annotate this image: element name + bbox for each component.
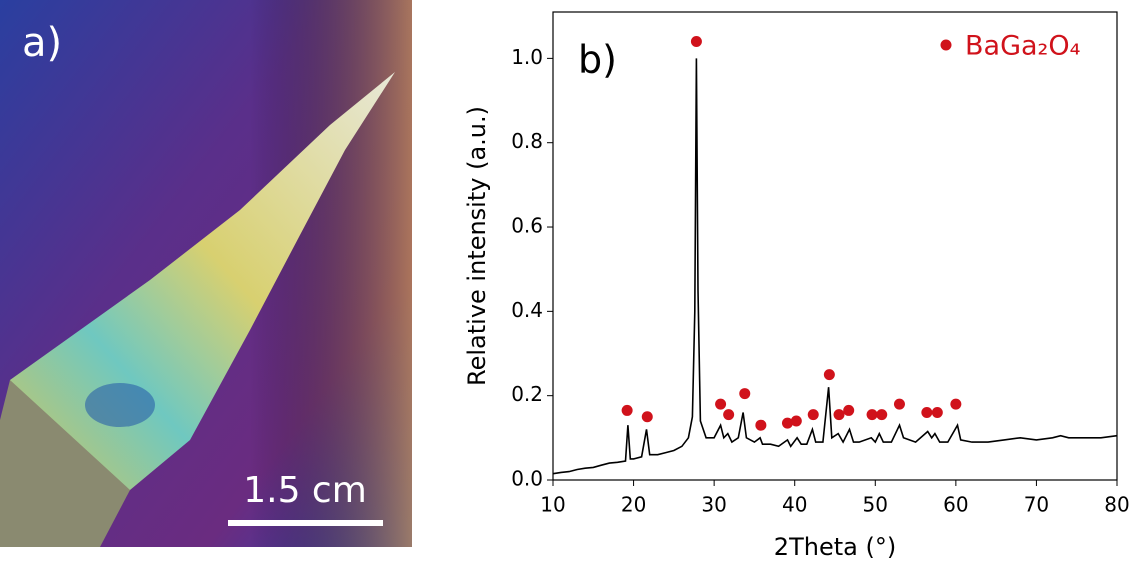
phase-marker [823,369,835,381]
phase-marker [755,419,767,431]
phase-marker [950,398,962,410]
x-tick-label: 80 [1104,493,1129,517]
x-tick-label: 70 [1024,493,1049,517]
phase-marker [723,409,735,421]
phase-marker [833,409,845,421]
x-tick-label: 30 [701,493,726,517]
xrd-pattern [552,58,1118,475]
y-tick-label: 0.8 [511,129,543,153]
phase-marker [807,409,819,421]
phase-marker [739,388,751,400]
phase-marker [931,407,943,419]
y-tick-label: 0.0 [511,467,543,491]
photo: a) 1.5 cm [0,0,412,547]
y-tick-label: 0.2 [511,382,543,406]
phase-marker [690,36,702,48]
x-axis-label: 2Theta (°) [774,533,896,561]
legend-marker [940,39,952,51]
phase-marker [893,398,905,410]
phase-marker [866,409,878,421]
y-tick-label: 1.0 [511,45,543,69]
x-tick-label: 60 [943,493,968,517]
phase-marker [790,415,802,427]
x-tick-label: 40 [782,493,807,517]
holder [0,380,130,547]
y-axis-label: Relative intensity (a.u.) [463,106,491,386]
y-tick-label: 0.4 [511,298,543,322]
scale-bar-label: 1.5 cm [243,470,367,511]
x-tick-label: 50 [863,493,888,517]
panel-label: b) [578,38,617,82]
phase-marker [715,398,727,410]
x-tick-label: 20 [621,493,646,517]
legend-label: BaGa₂O₄ [965,31,1080,62]
x-tick-label: 10 [540,493,565,517]
y-tick-label: 0.6 [511,214,543,238]
panel-label: a) [22,20,62,66]
phase-marker [621,404,633,416]
phase-marker [876,409,888,421]
phase-marker [641,411,653,423]
phase-marker [921,407,933,419]
crystal-shade [85,383,155,427]
phase-marker [781,417,793,429]
phase-marker [843,404,855,416]
plot-frame [552,11,1118,481]
